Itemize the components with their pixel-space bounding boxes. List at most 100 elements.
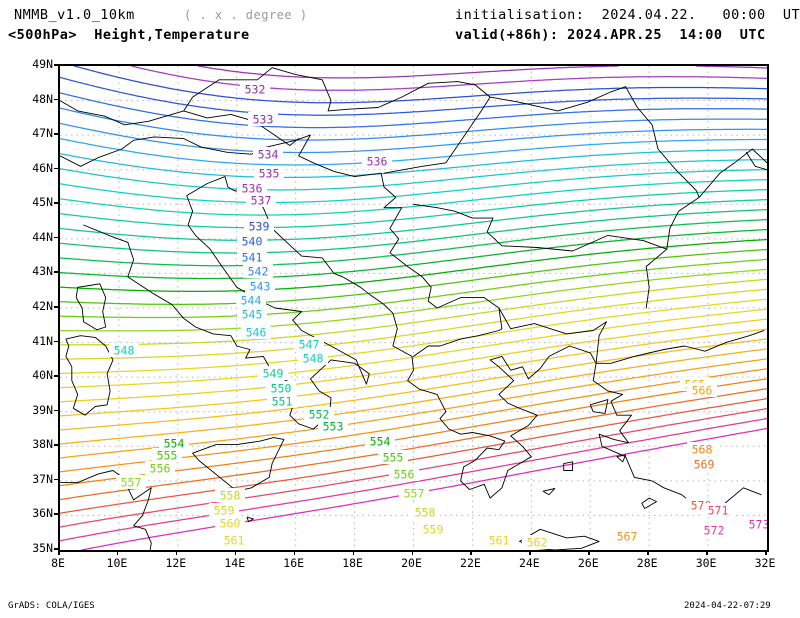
y-axis-tick-41N: 41N (32, 333, 53, 348)
contour-line-557 (60, 268, 767, 332)
contour-label-562: 562 (527, 536, 548, 550)
coastline-path (83, 224, 370, 430)
contour-label-halo (240, 82, 270, 96)
contour-label-halo (304, 407, 334, 421)
contour-line-558 (60, 278, 767, 346)
coastline-path (439, 411, 521, 499)
contour-label-halo (410, 505, 440, 519)
grads-attribution-label: GrADS: COLA/IGES (8, 601, 95, 611)
contour-line-570 (60, 397, 767, 514)
contour-label-558: 558 (415, 506, 436, 520)
contour-label-537: 537 (251, 194, 272, 208)
map-plot-area: 532 533 534 536 535 536 537 539 540 541 542 543 544 5… (58, 64, 769, 552)
contour-label-552: 552 (309, 408, 330, 422)
contour-label-536: 536 (367, 155, 388, 169)
contour-label-569: 569 (694, 458, 715, 472)
coastline-path (413, 203, 668, 252)
contour-line-542 (60, 107, 767, 141)
contour-line-547 (60, 168, 767, 204)
contour-label-halo (703, 503, 733, 517)
x-tick-mark (293, 550, 296, 555)
y-axis-tick-49N: 49N (32, 57, 53, 71)
contour-label-561: 561 (489, 534, 510, 548)
coastline-path (641, 497, 657, 509)
contour-label-halo (362, 154, 392, 168)
contour-line-564 (60, 338, 767, 431)
contour-label-539: 539 (249, 220, 270, 234)
contour-label-halo (246, 193, 276, 207)
contour-label-555: 555 (157, 449, 178, 463)
contour-line-541 (60, 92, 767, 129)
contour-label-halo (152, 448, 182, 462)
contour-label-571: 571 (708, 504, 729, 518)
contour-label-halo (294, 337, 324, 351)
contour-label-halo (254, 166, 284, 180)
y-axis-tick-40N: 40N (32, 368, 53, 383)
contour-label-halo (116, 475, 146, 489)
coastline-path (563, 461, 574, 471)
y-tick-mark (54, 478, 59, 481)
coastline-path (595, 330, 765, 364)
coastline-path (183, 67, 491, 174)
contour-label-halo (365, 434, 395, 448)
x-axis-tick-28E: 28E (636, 556, 658, 570)
y-axis-tick-35N: 35N (32, 541, 53, 555)
coastline-path (616, 454, 627, 463)
contour-label-550: 550 (271, 382, 292, 396)
contour-line-549 (60, 188, 767, 229)
contour-label-544: 544 (241, 294, 262, 308)
contours-layer (60, 66, 767, 550)
contour-line-539 (73, 66, 767, 104)
x-tick-mark (588, 550, 590, 555)
coastline-path (489, 86, 627, 112)
contour-label-halo (244, 219, 274, 233)
contour-label-halo (687, 442, 717, 456)
x-axis-tick-20E: 20E (401, 556, 422, 570)
render-timestamp-label: 2024-04-22-07:29 (684, 601, 771, 611)
contour-label-halo (399, 486, 429, 500)
contour-label-535: 535 (259, 167, 280, 181)
y-tick-mark (54, 64, 59, 66)
x-tick-mark (470, 550, 472, 555)
contour-label-halo (522, 535, 552, 549)
y-tick-mark (54, 133, 59, 135)
coastline-path (192, 437, 285, 492)
contour-label-556: 556 (150, 462, 171, 476)
y-tick-mark (54, 271, 59, 273)
y-axis-tick-38N: 38N (32, 437, 53, 452)
model-name-label: NMMB_v1.0_10km (14, 7, 135, 23)
coastline-path (589, 399, 609, 414)
contour-line-546 (60, 158, 767, 191)
contour-line-550 (60, 198, 767, 241)
contour-label-533: 533 (253, 113, 274, 127)
y-tick-mark (54, 409, 59, 412)
contour-label-554: 554 (370, 435, 391, 449)
coastline-path (65, 335, 114, 416)
contour-line-538 (130, 66, 767, 91)
contour-line-551 (60, 208, 767, 254)
y-axis-tick-42N: 42N (32, 299, 53, 313)
coastline-path (227, 186, 447, 413)
x-tick-mark (411, 550, 413, 555)
contour-line-540 (60, 76, 767, 116)
contour-line-537 (695, 66, 767, 69)
coastline-path (246, 516, 254, 523)
contour-label-545: 545 (242, 308, 263, 322)
contour-label-halo (744, 517, 767, 531)
contour-label-567: 567 (617, 530, 638, 544)
contour-label-halo (209, 503, 239, 517)
contour-line-552 (60, 218, 767, 267)
x-axis-tick-24E: 24E (518, 556, 540, 570)
contour-label-547: 547 (299, 338, 320, 352)
contour-label-542: 542 (248, 265, 269, 279)
contour-label-halo (243, 264, 273, 278)
contour-line-545 (60, 148, 767, 179)
contour-label-534: 534 (258, 148, 279, 162)
x-axis-tick-16E: 16E (283, 556, 305, 570)
contour-label-543: 543 (250, 280, 271, 294)
contour-label-halo (236, 293, 266, 307)
contour-label-559: 559 (214, 504, 235, 518)
contour-label-halo (219, 533, 249, 547)
contour-label-541: 541 (242, 251, 263, 265)
contour-line-562 (60, 318, 767, 403)
